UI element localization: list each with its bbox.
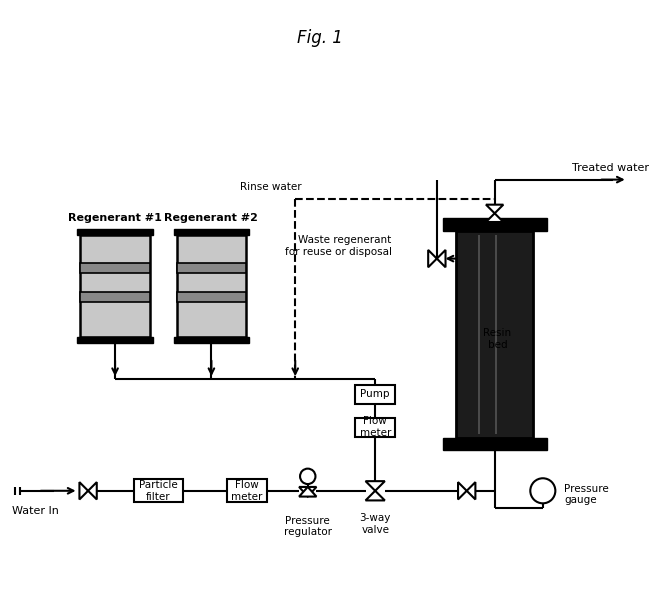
Polygon shape [437,250,446,267]
Text: Rinse water: Rinse water [240,182,302,192]
Polygon shape [365,481,385,491]
Bar [134,479,183,502]
Polygon shape [428,250,437,267]
Bar [177,235,246,337]
Bar [443,438,547,450]
Text: Flow
meter: Flow meter [232,480,263,501]
Polygon shape [467,482,475,500]
Bar [355,418,395,437]
Bar [77,337,153,343]
Text: Treated water: Treated water [572,163,649,173]
Polygon shape [486,205,503,213]
Circle shape [530,478,555,503]
Text: Resin
bed: Resin bed [483,328,512,350]
Bar [445,220,451,228]
Polygon shape [486,213,503,222]
Text: Regenerant #2: Regenerant #2 [164,213,258,223]
Text: Pump: Pump [360,389,390,400]
Bar [538,439,545,447]
Text: Water In: Water In [12,506,58,516]
Text: Fig. 1: Fig. 1 [297,29,343,47]
Text: Particle
filter: Particle filter [139,480,178,501]
Text: P: P [539,484,547,497]
Bar [80,292,150,302]
Bar [80,235,150,337]
Bar [443,218,547,231]
Polygon shape [88,482,97,500]
Text: Regenerant #1: Regenerant #1 [68,213,162,223]
Bar [177,263,246,273]
Bar [174,229,249,235]
Bar [538,220,545,228]
Bar [77,229,153,235]
Bar [177,292,246,302]
Bar [80,263,150,273]
Bar [227,479,267,502]
Polygon shape [79,482,88,500]
Bar [495,235,496,434]
Bar [174,337,249,343]
Text: Pressure
regulator: Pressure regulator [284,516,332,538]
Bar [445,439,451,447]
Text: Flow
meter: Flow meter [359,417,391,438]
Polygon shape [299,487,316,497]
Polygon shape [458,482,467,500]
Bar [478,235,480,434]
Text: Waste regenerant
for reuse or disposal: Waste regenerant for reuse or disposal [285,235,391,257]
Text: 3-way
valve: 3-way valve [359,513,391,535]
Circle shape [300,468,316,484]
Bar [456,231,533,438]
Text: Pressure
gauge: Pressure gauge [564,484,609,506]
Polygon shape [299,487,316,497]
Polygon shape [365,491,385,500]
Bar [355,385,395,404]
